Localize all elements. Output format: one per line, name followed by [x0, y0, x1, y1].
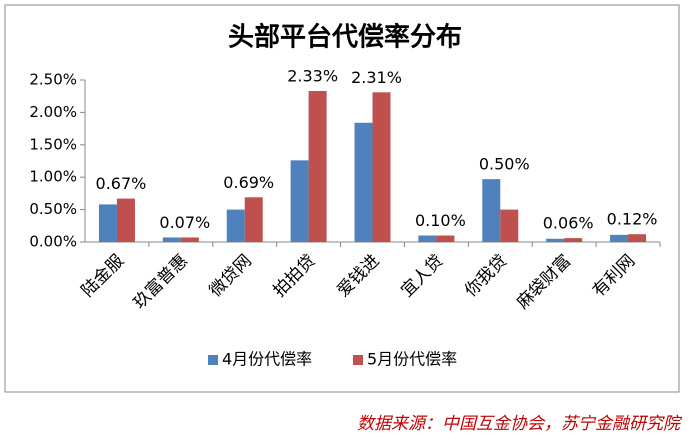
y-tick-label: 0.50%: [29, 200, 77, 218]
data-label: 0.67%: [96, 174, 147, 193]
y-tick-label: 2.00%: [29, 103, 77, 121]
data-label: 2.33%: [287, 67, 338, 86]
bar: [628, 234, 647, 242]
data-label: 0.07%: [159, 213, 210, 232]
bar: [564, 238, 583, 242]
bar: [116, 198, 135, 242]
data-label: 0.50%: [479, 155, 530, 174]
bar: [244, 197, 263, 242]
y-tick-label: 1.00%: [29, 168, 77, 186]
bar: [290, 160, 309, 242]
bar: [482, 179, 501, 242]
legend-swatch: [353, 355, 363, 365]
bar: [308, 91, 327, 243]
y-tick-label: 1.50%: [29, 135, 77, 153]
bar: [546, 238, 565, 242]
bar: [372, 92, 391, 242]
legend-label: 5月份代偿率: [367, 350, 457, 369]
chart-title: 头部平台代偿率分布: [228, 22, 462, 53]
bar: [180, 237, 199, 242]
data-label: 0.69%: [223, 173, 274, 192]
bar: [436, 235, 455, 242]
y-tick-label: 2.50%: [29, 71, 77, 89]
bar: [226, 209, 245, 242]
chart-border: [4, 4, 680, 393]
bar: [500, 209, 519, 242]
data-label: 0.10%: [415, 211, 466, 230]
source-note: 数据来源：中国互金协会，苏宁金融研究院: [357, 414, 683, 434]
legend-swatch: [208, 355, 218, 365]
bar: [610, 234, 629, 242]
legend-label: 4月份代偿率: [222, 350, 312, 369]
bar: [162, 237, 181, 242]
data-label: 0.06%: [543, 214, 594, 233]
bar: [98, 204, 117, 242]
data-label: 0.12%: [607, 210, 658, 229]
bar: [418, 235, 437, 242]
y-tick-label: 0.00%: [29, 233, 77, 251]
data-label: 2.31%: [351, 68, 402, 87]
bar: [354, 122, 373, 242]
